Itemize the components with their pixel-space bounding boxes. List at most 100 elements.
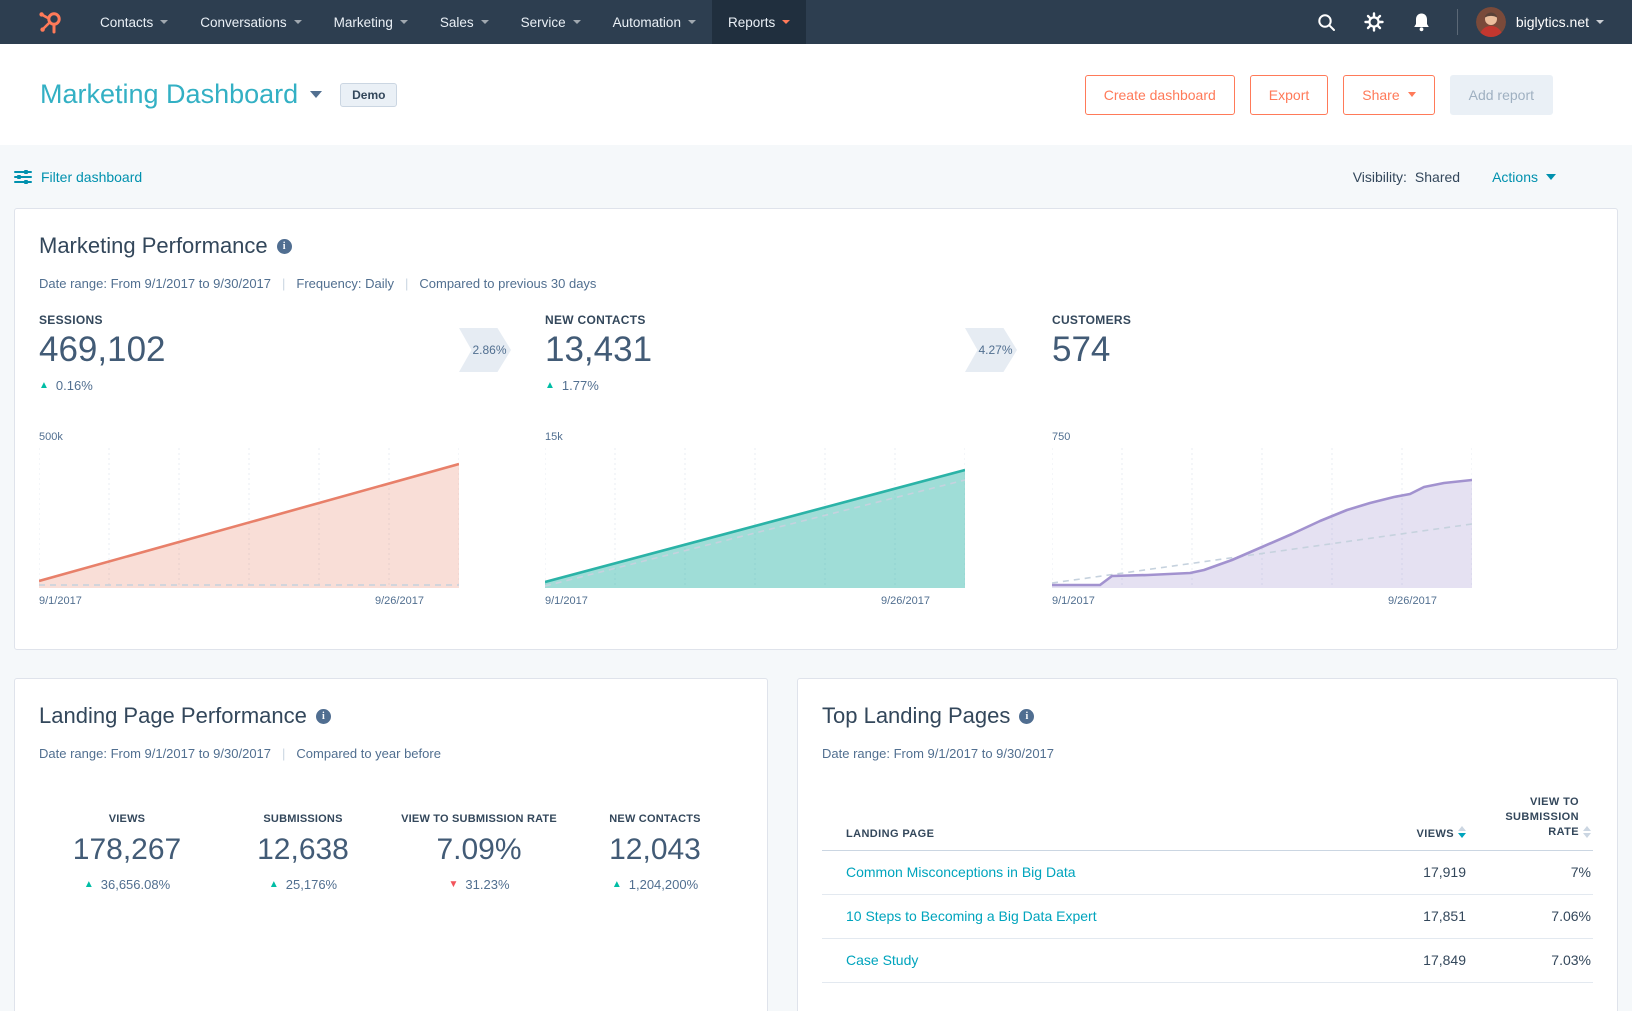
metric-label: NEW CONTACTS xyxy=(609,813,701,825)
rate-value: 7.03% xyxy=(1551,952,1591,969)
metric-change: ▲ 25,176% xyxy=(215,877,391,892)
metric-label: SUBMISSIONS xyxy=(263,813,343,825)
metric-change: ▲ 1,204,200% xyxy=(567,877,743,892)
frequency-label: Frequency: xyxy=(296,276,362,291)
export-button[interactable]: Export xyxy=(1249,74,1329,115)
trend-down-icon: ▼ xyxy=(448,878,459,890)
customers-chart: 750 9/1/2017 9/26/2017 xyxy=(1052,431,1472,609)
top-landing-pages-card: Top Landing Pages i Date range: From 9/1… xyxy=(797,678,1618,1011)
metric-new-contacts: NEW CONTACTS 12,043 ▲ 1,204,200% xyxy=(567,813,743,892)
date-range-label: Date range: xyxy=(39,276,107,291)
date-range-value: From 9/1/2017 to 9/30/2017 xyxy=(110,276,272,291)
gear-icon[interactable] xyxy=(1350,12,1398,32)
card-title: Marketing Performance xyxy=(39,233,268,258)
metric-change: ▲ 1.77% xyxy=(545,378,965,393)
metric-value: 12,638 xyxy=(257,833,349,866)
nav-item-reports[interactable]: Reports xyxy=(711,0,807,44)
chevron-down-icon xyxy=(782,20,791,24)
nav-item-automation[interactable]: Automation xyxy=(597,0,712,44)
metric-view-to-submission-rate: VIEW TO SUBMISSION RATE 7.09% ▼ 31.23% xyxy=(391,813,567,892)
metric-value: 469,102 xyxy=(39,330,166,369)
trend-up-icon: ▲ xyxy=(83,878,94,890)
divider: | xyxy=(404,276,409,291)
nav-item-label: Conversations xyxy=(200,14,287,30)
metric-value: 13,431 xyxy=(545,330,653,369)
column-header-landing-page[interactable]: LANDING PAGE xyxy=(846,827,935,840)
landing-page-link[interactable]: Common Misconceptions in Big Data xyxy=(846,864,1076,881)
metric-value: 178,267 xyxy=(72,833,182,866)
views-value: 17,919 xyxy=(1423,864,1466,881)
y-axis-max-label: 750 xyxy=(1052,431,1071,443)
x-axis-label: 9/1/2017 xyxy=(39,595,82,607)
nav-item-contacts[interactable]: Contacts xyxy=(84,0,184,44)
divider: | xyxy=(282,276,286,291)
x-axis-label: 9/26/2017 xyxy=(1388,595,1437,607)
dashboard-picker-caret-icon[interactable] xyxy=(310,91,323,98)
chevron-down-icon xyxy=(293,20,302,24)
page-title: Marketing Dashboard xyxy=(40,79,299,109)
metric-sessions: SESSIONS 469,102 ▲ 0.16% xyxy=(39,313,459,393)
nav-item-label: Marketing xyxy=(333,14,393,30)
demo-badge: Demo xyxy=(340,82,398,107)
metric-change: ▲ 0.16% xyxy=(39,378,459,393)
page-header: Marketing Dashboard Demo Create dashboar… xyxy=(0,44,1632,145)
share-button[interactable]: Share xyxy=(1343,74,1435,115)
metric-change: ▼ 31.23% xyxy=(391,877,567,892)
info-icon[interactable]: i xyxy=(315,708,331,724)
visibility-status: Visibility: Shared xyxy=(1353,169,1460,185)
x-axis-label: 9/26/2017 xyxy=(375,595,424,607)
landing-page-link[interactable]: 10 Steps to Becoming a Big Data Expert xyxy=(846,908,1097,925)
chevron-down-icon xyxy=(572,20,581,24)
views-value: 17,849 xyxy=(1423,952,1466,969)
nav-right-cluster: biglytics.net xyxy=(1303,0,1632,44)
metric-views: VIEWS 178,267 ▲ 36,656.08% xyxy=(39,813,215,892)
new-contacts-chart: 15k 9/1/2017 9/26/2017 xyxy=(545,431,965,609)
charts-row: 500k 9/1/2017 9/26/2017 15k 9/1/2017 9/26/… xyxy=(39,431,1593,609)
nav-item-label: Contacts xyxy=(100,14,154,30)
nav-item-service[interactable]: Service xyxy=(505,0,597,44)
landing-page-link[interactable]: Case Study xyxy=(846,952,919,969)
visibility-label: Visibility: xyxy=(1352,168,1407,185)
actions-menu[interactable]: Actions xyxy=(1492,169,1556,185)
search-icon[interactable] xyxy=(1303,13,1350,32)
change-value: 1,204,200% xyxy=(628,877,699,892)
trend-up-icon: ▲ xyxy=(268,878,279,890)
column-header-view-to-submission-rate[interactable]: VIEW TO SUBMISSION RATE xyxy=(1466,795,1591,840)
avatar[interactable] xyxy=(1475,7,1506,37)
nav-item-marketing[interactable]: Marketing xyxy=(318,0,424,44)
filter-dashboard-link[interactable]: Filter dashboard xyxy=(14,169,142,185)
info-icon[interactable]: i xyxy=(276,238,292,254)
create-dashboard-button[interactable]: Create dashboard xyxy=(1084,74,1235,115)
x-axis-label: 9/1/2017 xyxy=(545,595,588,607)
change-value: 36,656.08% xyxy=(100,877,171,892)
conversion-rate-value: 4.27% xyxy=(978,343,1013,357)
trend-up-icon: ▲ xyxy=(611,878,622,890)
metric-label: NEW CONTACTS xyxy=(545,313,646,327)
y-axis-max-label: 15k xyxy=(545,431,563,443)
nav-item-conversations[interactable]: Conversations xyxy=(184,0,317,44)
metric-customers: CUSTOMERS 574 xyxy=(1052,313,1472,393)
add-report-button: Add report xyxy=(1449,74,1553,115)
nav-item-sales[interactable]: Sales xyxy=(424,0,505,44)
nav-item-label: Sales xyxy=(439,14,474,30)
date-range-label: Date range: xyxy=(39,746,107,761)
info-icon[interactable]: i xyxy=(1019,708,1035,724)
account-menu[interactable]: biglytics.net xyxy=(1516,14,1604,30)
sort-icon xyxy=(1458,825,1466,840)
bell-icon[interactable] xyxy=(1398,12,1445,32)
chevron-down-icon xyxy=(399,20,408,24)
conversion-rate-badge: 4.27% xyxy=(965,328,1017,372)
visibility-value: Shared xyxy=(1414,168,1461,185)
nav-item-label: Automation xyxy=(612,14,681,30)
x-axis-label: 9/26/2017 xyxy=(881,595,930,607)
change-value: 31.23% xyxy=(465,877,510,892)
card-title: Landing Page Performance xyxy=(39,703,307,728)
chevron-down-icon xyxy=(1596,20,1604,24)
report-meta: Date range: From 9/1/2017 to 9/30/2017 |… xyxy=(39,276,1593,291)
hubspot-logo-icon[interactable] xyxy=(0,0,84,44)
column-header-views[interactable]: VIEWS xyxy=(1336,825,1466,840)
lp-metrics-row: VIEWS 178,267 ▲ 36,656.08% SUBMISSIONS 12… xyxy=(39,813,743,892)
sessions-chart: 500k 9/1/2017 9/26/2017 xyxy=(39,431,459,609)
table-row: 10 Steps to Becoming a Big Data Expert 1… xyxy=(822,895,1593,939)
date-range-value: From 9/1/2017 to 9/30/2017 xyxy=(110,746,272,761)
